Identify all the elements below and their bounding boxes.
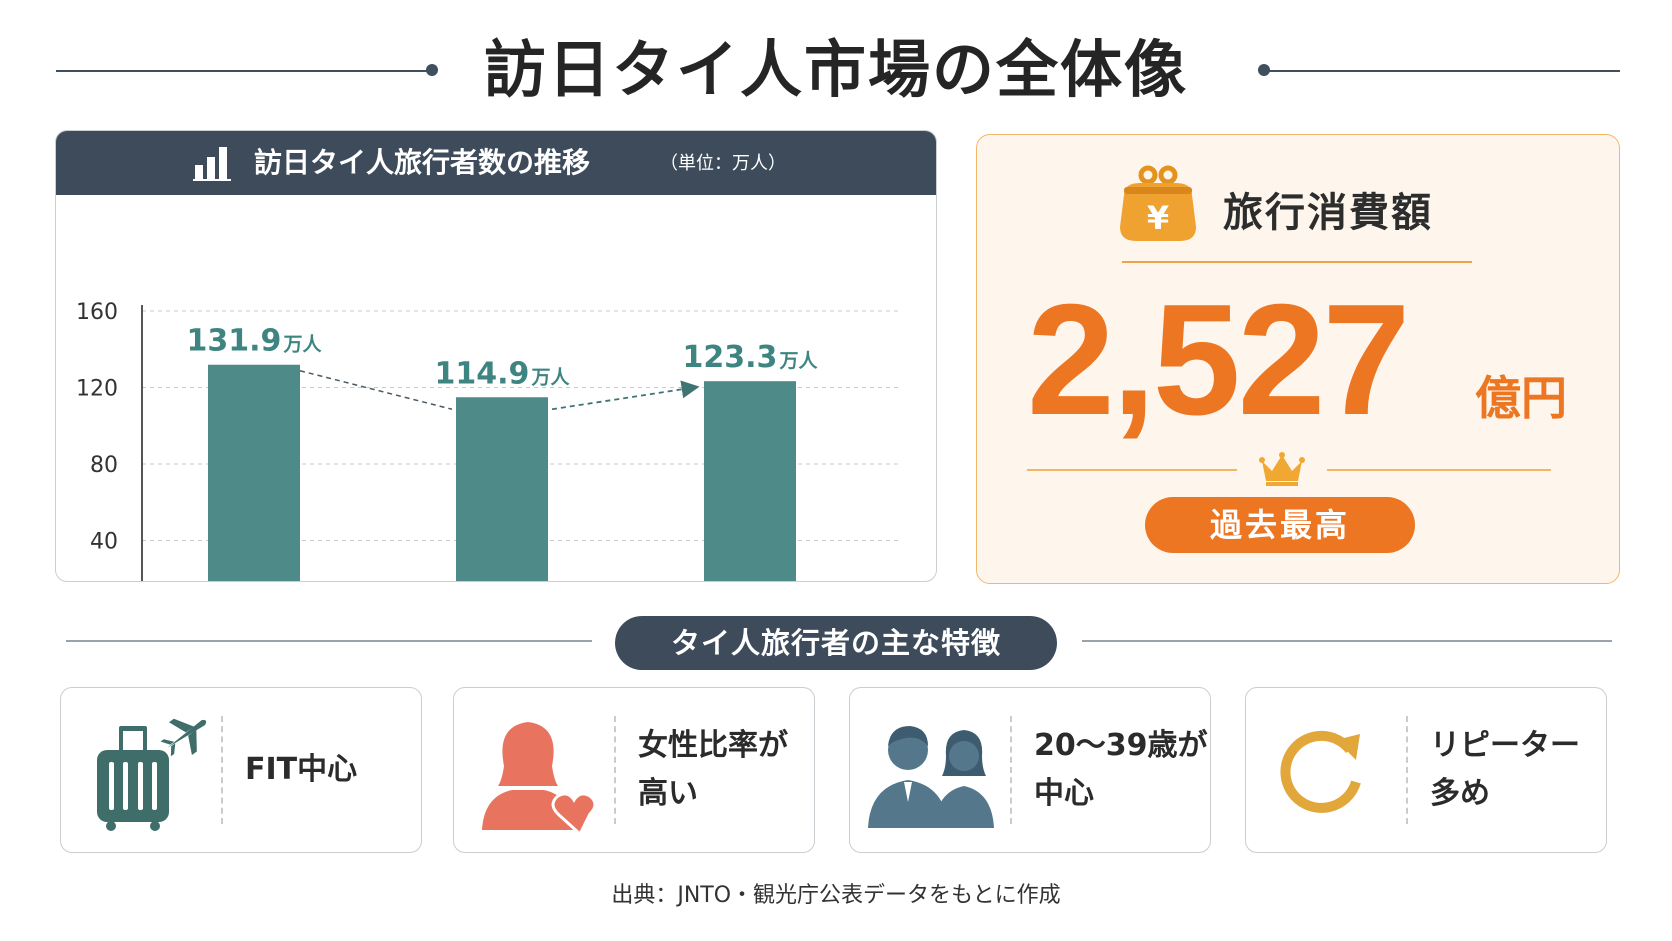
features-rule-right [1082,640,1612,642]
feature-divider [1406,716,1408,824]
feature-card-fit: FIT中心 [60,687,422,853]
bar [208,364,300,581]
spending-label: 旅行消費額 [1223,190,1433,236]
chart-title: 訪日タイ人旅行者数の推移 [254,146,591,179]
crown-rule-right [1327,469,1551,471]
y-tick-label: 160 [76,300,118,325]
feature-line: 中心 [1034,776,1094,811]
title-rule-left [56,70,431,72]
title-rule-left-dot [426,64,438,76]
feature-divider [221,716,223,824]
features-title: タイ人旅行者の主な特徴 [615,616,1057,670]
source-note: 出典：JNTO・観光庁公表データをもとに作成 [611,883,1061,908]
y-tick-label: 40 [90,530,118,555]
crown-rule-left [1027,469,1237,471]
spending-unit: 億円 [1475,371,1567,425]
y-tick-label: 80 [90,453,118,478]
spending-value: 2,527 [1027,272,1410,448]
feature-line: 女性比率が [638,728,788,763]
page-title: 訪日タイ人市場の全体像 [483,33,1188,106]
bar [704,381,796,581]
yen-purse-icon: ¥ [1120,165,1196,241]
couple-icon [868,726,994,828]
feature-text-repeater: リピーター 多め [1430,688,1580,852]
record-high-badge: 過去最高 [1145,497,1415,553]
trend-line [299,370,453,410]
visitor-chart-card: 訪日タイ人旅行者数の推移 （単位：万人） 04080120160131.9万人2… [55,130,937,582]
feature-divider [1010,716,1012,824]
bar-chart-icon [193,147,231,181]
feature-line: FIT中心 [245,752,358,787]
spending-card: ¥ 旅行消費額 2,527 億円 過去最高 [976,134,1620,584]
feature-line: リピーター [1430,728,1580,763]
y-tick-label: 120 [76,377,118,402]
woman-heart-icon [482,722,597,836]
data-label: 114.9 万人 [435,356,571,391]
svg-text:¥: ¥ [1147,199,1169,237]
feature-text-age: 20〜39歳が 中心 [1034,688,1208,852]
crown-icon [1259,452,1305,486]
title-rule-right [1262,70,1620,72]
feature-line: 多め [1430,776,1490,811]
features-rule-left [66,640,592,642]
feature-card-age: 20〜39歳が 中心 [849,687,1211,853]
feature-card-female: 女性比率が 高い [453,687,815,853]
chart-header: 訪日タイ人旅行者数の推移 （単位：万人） [56,131,936,195]
suitcase-airplane-icon [97,718,207,831]
spending-underline [1122,261,1472,263]
feature-line: 高い [638,776,698,811]
bar [456,397,548,581]
bar-chart: 04080120160131.9万人2019年114.9万人2024年123.3… [76,300,901,581]
feature-divider [614,716,616,824]
trend-arrow [551,380,700,411]
feature-card-repeater: リピーター 多め [1245,687,1607,853]
data-label: 123.3 万人 [683,340,819,375]
chart-unit-note: （単位：万人） [660,153,786,174]
repeat-arrow-icon [1280,730,1361,813]
feature-text-female: 女性比率が 高い [638,688,788,852]
feature-text-fit: FIT中心 [245,688,357,852]
feature-line: 20〜39歳が [1034,728,1208,763]
data-label: 131.9 万人 [187,324,323,359]
